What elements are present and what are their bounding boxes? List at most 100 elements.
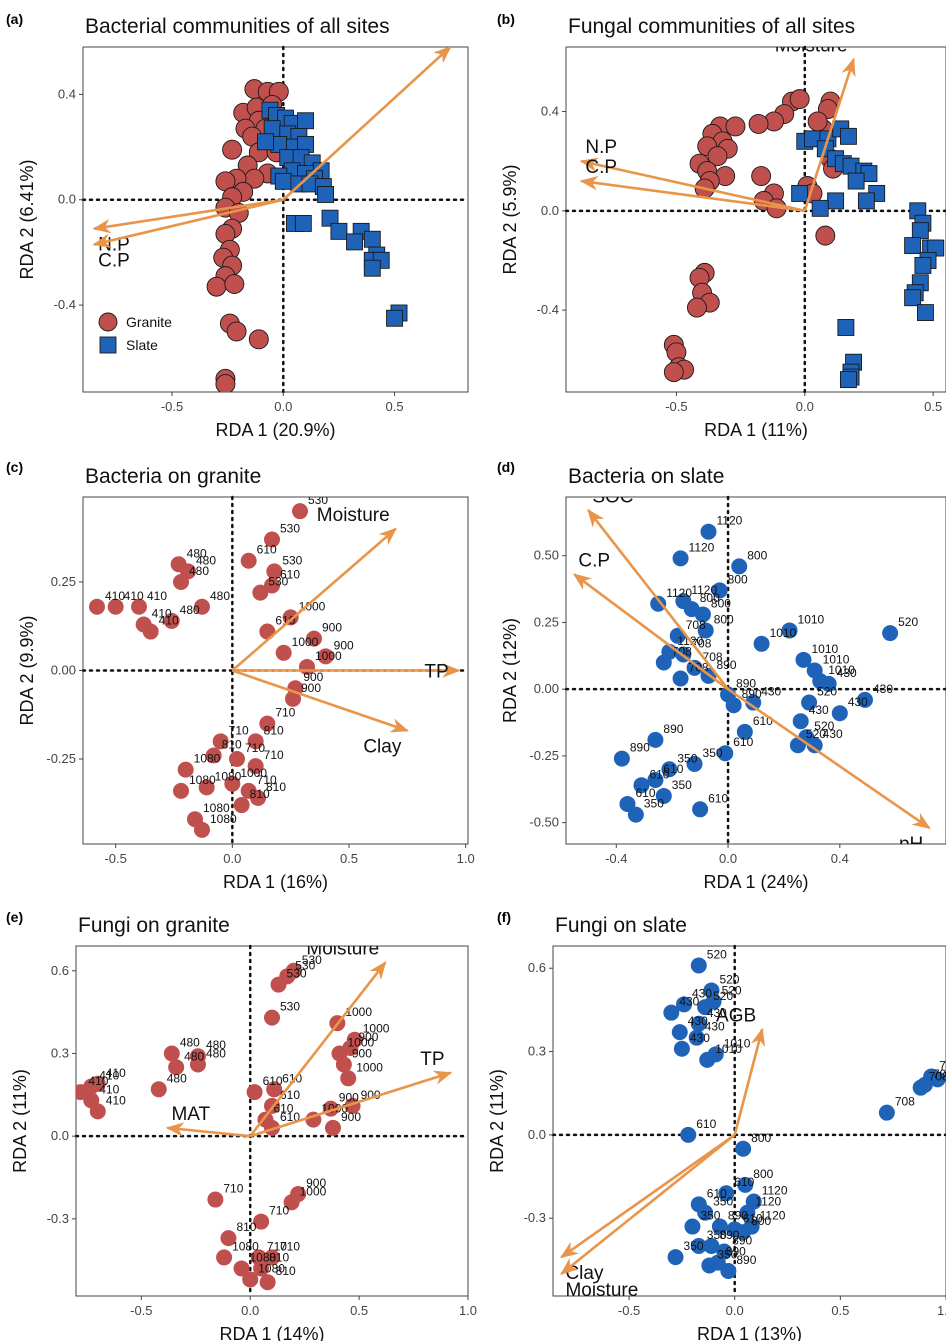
panel-e-point-label: 480 bbox=[167, 1071, 187, 1085]
panel-d-xtick-label: 0.4 bbox=[831, 851, 849, 866]
panel-d-point bbox=[789, 737, 806, 754]
panel-c-point bbox=[240, 552, 257, 569]
panel-d-plot-area: 1120800112080011208008001120708800112070… bbox=[572, 497, 931, 844]
panel-a-point bbox=[386, 309, 404, 327]
panel-a: (a) Bacterial communities of all sites -0.… bbox=[6, 11, 470, 440]
panel-e-point bbox=[264, 1009, 280, 1026]
panel-d-point bbox=[856, 691, 873, 708]
panel-d-point bbox=[694, 606, 711, 623]
panel-c-x-axis-title: RDA 1 (16%) bbox=[223, 872, 328, 892]
panel-d-point bbox=[647, 731, 664, 748]
panel-c-point-label: 810 bbox=[266, 780, 286, 794]
panel-f-point-label: 520 bbox=[713, 989, 733, 1003]
panel-b-point bbox=[847, 172, 865, 190]
panel-a-arrow-label: C.P bbox=[98, 251, 130, 272]
panel-d-point bbox=[633, 777, 650, 794]
panel-a-point bbox=[224, 274, 245, 294]
panel-f-point bbox=[673, 1040, 690, 1057]
panel-a-point bbox=[346, 233, 363, 251]
panel-e-point-label: 1000 bbox=[348, 1035, 375, 1049]
panel-c-arrow-label: Moisture bbox=[317, 505, 390, 526]
panel-d-point-label: 708 bbox=[703, 650, 723, 664]
panel-f-point-label: 350 bbox=[684, 1239, 704, 1253]
panel-e-frame bbox=[75, 945, 469, 1297]
panel-e-point-label: 710 bbox=[223, 1182, 243, 1196]
panel-d-point bbox=[806, 737, 823, 754]
panel-f-point-label: 430 bbox=[688, 1014, 708, 1028]
panel-f-point bbox=[878, 1104, 895, 1121]
panel-c-point-label: 1080 bbox=[210, 812, 237, 826]
panel-b-point bbox=[911, 222, 929, 240]
panel-c-point-label: 810 bbox=[222, 737, 242, 751]
panel-c-point-label: 410 bbox=[159, 614, 179, 628]
panel-e-point-label: 530 bbox=[302, 953, 322, 967]
panel-e-point bbox=[216, 1249, 233, 1266]
panel-c-point-label: 1080 bbox=[189, 773, 216, 787]
panel-b-point bbox=[791, 184, 809, 202]
panel-f-point bbox=[680, 1126, 697, 1143]
panel-d-y-axis-title: RDA 2 (12%) bbox=[500, 618, 520, 723]
panel-d-point bbox=[745, 694, 762, 711]
panel-d-point-label: 1010 bbox=[770, 626, 797, 640]
panel-e-point-label: 1000 bbox=[300, 1184, 327, 1198]
panel-c-arrow-label: TP bbox=[424, 662, 448, 683]
panel-c-point bbox=[259, 715, 276, 732]
panel-a-point bbox=[257, 133, 274, 151]
panel-c-point bbox=[205, 747, 222, 764]
panel-c-point-label: 1080 bbox=[203, 801, 230, 815]
panel-b-xtick-label: 0.0 bbox=[796, 399, 814, 414]
panel-d-point-label: 430 bbox=[761, 685, 781, 699]
panel-a-point bbox=[294, 215, 312, 232]
panel-b-point bbox=[857, 192, 875, 210]
panel-c-point bbox=[264, 577, 280, 594]
panel-d-ytick-label: 0.50 bbox=[534, 548, 559, 563]
panel-d-point-label: 890 bbox=[717, 658, 737, 672]
panel-c-point bbox=[266, 563, 283, 580]
panel-e-xtick-label: -0.5 bbox=[130, 1303, 152, 1318]
panel-b-point bbox=[815, 225, 836, 246]
legend-swatch-slate bbox=[99, 336, 117, 354]
panel-b-arrow-label: Moisture bbox=[775, 35, 848, 56]
panel-d-point-label: 520 bbox=[814, 719, 834, 733]
panel-a-arrow-n-p bbox=[92, 198, 284, 234]
panel-d-point-label: 350 bbox=[677, 751, 697, 765]
panel-d-point bbox=[700, 523, 717, 540]
panel-c-point-label: 610 bbox=[280, 568, 300, 582]
panel-f-point bbox=[703, 1238, 720, 1254]
panel-f-point bbox=[676, 996, 692, 1013]
panel-d-point bbox=[627, 806, 644, 823]
panel-c-point-label: 900 bbox=[322, 621, 342, 635]
panel-c-point-label: 900 bbox=[301, 681, 321, 695]
panel-a-point bbox=[330, 222, 348, 240]
panel-f-label: (f) bbox=[497, 909, 511, 925]
panel-d-point-label: 708 bbox=[672, 644, 692, 658]
panel-d-point-label: 430 bbox=[848, 695, 868, 709]
panel-c-point bbox=[229, 751, 245, 768]
panel-a-label: (a) bbox=[6, 11, 23, 27]
panel-c-point bbox=[177, 761, 194, 778]
panel-a-xtick-label: 0.5 bbox=[386, 399, 404, 414]
panel-e-point bbox=[189, 1056, 206, 1073]
panel-a-point bbox=[363, 259, 381, 277]
panel-d-point bbox=[661, 761, 678, 778]
panel-d-point-label: 350 bbox=[703, 746, 723, 760]
panel-a-xtick-label: -0.5 bbox=[161, 399, 183, 414]
panel-e-point-label: 1000 bbox=[363, 1022, 390, 1036]
panel-f-point-label: 708 bbox=[939, 1059, 946, 1073]
panel-f-point-label: 1120 bbox=[755, 1195, 781, 1209]
panel-e-label: (e) bbox=[6, 909, 23, 925]
panel-c-point-label: 610 bbox=[257, 543, 277, 557]
panel-f-arrow-clay bbox=[559, 1133, 736, 1259]
panel-b-point bbox=[807, 111, 828, 132]
panel-c: (c) Bacteria on granite -0.5 0.0 0.5 1.0 -0.25… bbox=[6, 459, 475, 892]
panel-e-point-label: 610 bbox=[280, 1110, 300, 1124]
panel-c-xtick-label: 1.0 bbox=[457, 851, 475, 866]
panel-e-point-label: 410 bbox=[99, 1082, 119, 1096]
panel-f-point-label: 890 bbox=[719, 1228, 739, 1242]
panel-f-point-label: 800 bbox=[751, 1131, 771, 1145]
panel-b: (b) Fungal communities of all sites -0.5 0.… bbox=[497, 11, 946, 440]
panel-d-point bbox=[753, 635, 770, 652]
panel-c-point-label: 810 bbox=[250, 787, 270, 801]
